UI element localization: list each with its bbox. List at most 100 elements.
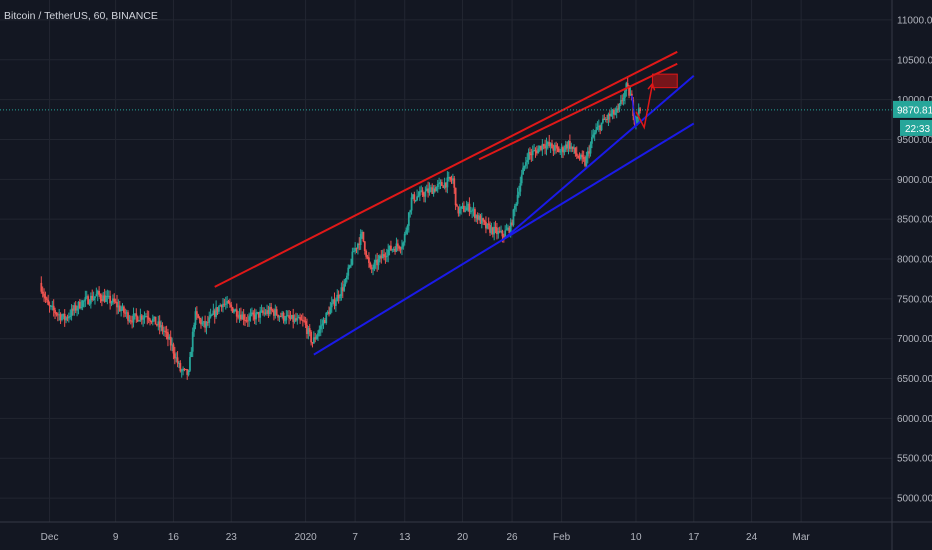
candle-body [94, 296, 96, 299]
time-axis[interactable]: Dec 9 16 23 2020 7 13 20 26 Feb 10 17 24 Mar [41, 532, 811, 543]
candle-up [418, 186, 421, 201]
price-axis[interactable]: 5000.00 5500.00 6000.00 6500.00 7000.00 7500.… [897, 15, 932, 504]
candle-body [206, 321, 209, 323]
candle-up [611, 109, 614, 120]
candle-body [592, 134, 595, 138]
candle-down [273, 308, 275, 321]
candle-body [310, 331, 312, 343]
candle-body [537, 148, 540, 154]
candle-down [552, 144, 555, 156]
red-arrow[interactable] [635, 83, 654, 130]
candle-body [222, 303, 224, 308]
candle-down [154, 316, 157, 325]
candle-up [92, 291, 95, 301]
candle-down [147, 310, 150, 324]
candle-body [66, 317, 69, 319]
candle-body [357, 243, 359, 249]
candle-up [297, 314, 300, 319]
candle-down [556, 143, 559, 153]
candle-down [48, 301, 51, 313]
candle-up [469, 206, 472, 215]
candle-up [125, 309, 128, 319]
candle-body [201, 322, 204, 325]
red-trendline[interactable] [214, 50, 678, 288]
candle-body [348, 265, 351, 268]
y-tick-label: 9500.00 [897, 135, 932, 146]
blue-trendline[interactable] [503, 74, 695, 240]
candle-body [559, 151, 562, 153]
y-tick-label: 5000.00 [897, 494, 932, 505]
candle-body [267, 310, 270, 315]
candle-up [596, 121, 599, 131]
candle-body [464, 210, 467, 212]
candle-body [180, 370, 183, 372]
candle-body [424, 191, 427, 197]
x-tick-label: Feb [553, 532, 571, 543]
candle-body [475, 215, 478, 219]
candle-body [209, 314, 212, 318]
candle-up [570, 142, 573, 153]
candle-up [77, 301, 80, 315]
candle-body [516, 194, 519, 204]
candle-body [490, 227, 493, 233]
red-trendline[interactable] [478, 62, 678, 161]
candle-body [217, 306, 220, 312]
candle-down [173, 346, 176, 365]
candle-up [128, 315, 131, 323]
candle-down [323, 317, 326, 324]
candle-body [48, 304, 51, 307]
candle-down [474, 207, 476, 222]
candle-body [451, 178, 454, 181]
candle-down [242, 309, 245, 326]
target-box[interactable] [651, 73, 678, 89]
candle-body [352, 251, 355, 253]
candle-up [624, 88, 626, 105]
candle-body [520, 174, 523, 184]
candle-down [270, 302, 273, 315]
candle-body [571, 146, 574, 149]
candle-body [413, 194, 416, 202]
candle-body [92, 298, 95, 301]
candle-down [485, 216, 487, 234]
candle-body [271, 309, 274, 311]
drawings[interactable] [214, 50, 695, 356]
blue-path[interactable] [631, 95, 637, 128]
candle-body [599, 125, 602, 131]
candle-body [279, 315, 282, 317]
candle-up [385, 248, 388, 262]
candle-up [348, 264, 351, 269]
candle-body [262, 310, 264, 313]
candle-up [334, 297, 337, 312]
candle-body [523, 165, 526, 168]
candle-body [223, 303, 226, 305]
candle-up [425, 184, 428, 192]
candle-up [81, 299, 84, 311]
candle-body [54, 310, 56, 314]
candle-down [235, 303, 238, 323]
candle-down [277, 314, 279, 321]
candle-up [458, 204, 461, 217]
candle-up [478, 213, 480, 221]
blue-trendline[interactable] [313, 122, 695, 356]
candle-body [198, 317, 201, 320]
candle-up [94, 296, 96, 305]
candle-body [472, 209, 475, 211]
candle-body [321, 324, 324, 326]
candle-up [432, 184, 435, 197]
candle-up [83, 299, 85, 308]
candle-up [234, 308, 237, 312]
candle-up [222, 298, 224, 313]
candle-body [220, 305, 223, 308]
candle-body [496, 227, 498, 235]
candle-up [589, 141, 592, 157]
candle-body [295, 318, 297, 321]
candle-body [70, 308, 73, 317]
candle-body [81, 300, 84, 307]
candle-up [451, 173, 454, 184]
candle-body [322, 320, 325, 325]
candle-down [140, 313, 143, 325]
candle-down [113, 293, 116, 305]
candle-body [296, 318, 299, 321]
candle-up [67, 312, 70, 323]
